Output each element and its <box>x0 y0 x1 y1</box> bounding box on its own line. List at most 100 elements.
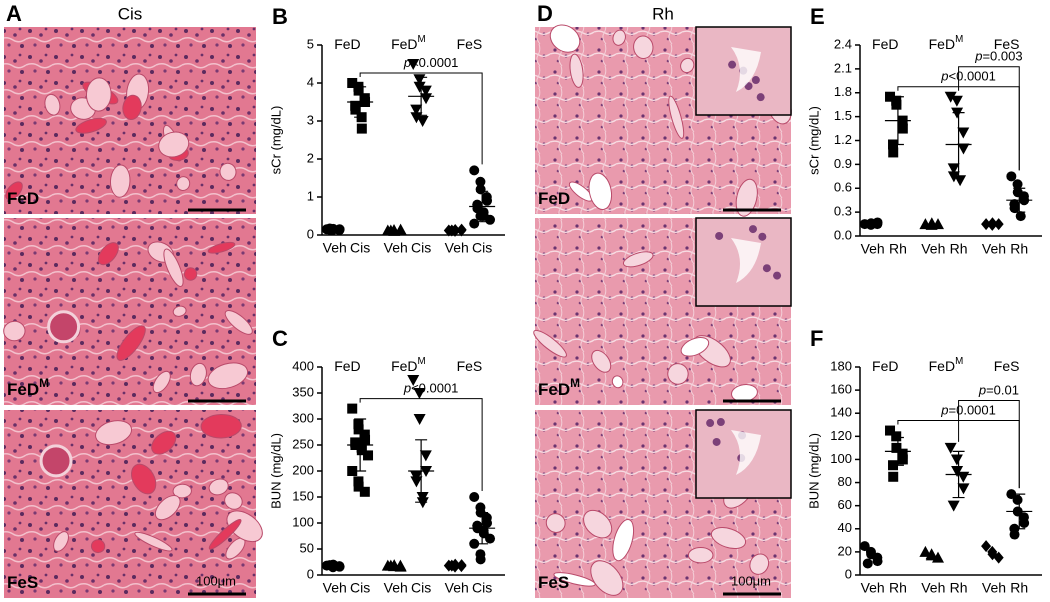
data-point <box>353 85 364 96</box>
scale-bar-label: 100μm <box>196 573 236 588</box>
data-point <box>932 218 945 230</box>
tissue-structure <box>588 172 613 211</box>
image-label: FeDM <box>538 376 580 399</box>
group-label-main: FeD <box>391 36 417 52</box>
data-point <box>891 431 902 442</box>
group-label-main: FeD <box>929 36 955 52</box>
y-tick-label: 400 <box>292 358 314 373</box>
data-point <box>485 214 496 225</box>
y-tick-label: 0.0 <box>834 227 852 242</box>
data-point <box>456 223 467 236</box>
tissue-structure <box>611 375 624 389</box>
p-value: p=0.0001 <box>940 403 996 418</box>
image-label: FeDM <box>7 376 49 399</box>
data-point <box>888 471 899 482</box>
tissue-structure <box>97 242 119 266</box>
tissue-structure <box>591 349 612 373</box>
tissue-structure <box>219 162 237 181</box>
tissue-structure <box>668 95 685 139</box>
data-point <box>353 476 364 487</box>
tissue-structure <box>224 492 243 510</box>
y-tick-label: 120 <box>830 428 852 443</box>
tissue-structure <box>109 164 131 198</box>
image-label-main: FeD <box>7 380 39 399</box>
data-point <box>384 224 397 236</box>
tissue-structure <box>710 527 747 549</box>
tissue-structure <box>749 553 770 575</box>
image-label-main: FeD <box>538 189 570 208</box>
y-tick-label: 2.1 <box>834 60 852 75</box>
data-point <box>891 442 902 453</box>
group-label-main: FeD <box>872 36 898 52</box>
tissue-structure <box>549 24 581 53</box>
data-point <box>469 492 480 502</box>
y-tick-label: 3 <box>307 112 314 127</box>
scale-bar-label: 100μm <box>731 573 771 588</box>
tissue-structure <box>208 519 242 550</box>
data-point <box>394 560 407 572</box>
y-tick-label: 0 <box>845 566 852 581</box>
x-tick-label: Rh <box>1010 241 1028 257</box>
data-point <box>360 434 371 445</box>
significance-bracket <box>359 72 483 165</box>
data-point <box>407 59 420 70</box>
y-axis-label: BUN (mg/dL) <box>268 433 283 509</box>
y-tick-label: 1.2 <box>834 132 852 147</box>
tissue-structure <box>612 29 626 46</box>
data-point <box>456 559 467 572</box>
data-point <box>407 375 420 386</box>
inset-nucleus <box>706 419 715 428</box>
y-axis-label: sCr (mg/dL) <box>806 106 821 175</box>
tissue-structure <box>116 325 146 361</box>
image-label: FeS <box>538 573 569 592</box>
inset-lumen <box>731 47 761 92</box>
p-value: p<0.0001 <box>403 55 459 70</box>
inset-nucleus <box>758 232 767 241</box>
group-label-main: FeS <box>457 358 483 374</box>
image-label-sup: M <box>39 376 49 390</box>
panel-letter: D <box>537 1 553 26</box>
tissue-structure <box>134 531 173 552</box>
image-title: Cis <box>118 4 143 23</box>
tissue-structure <box>590 560 624 596</box>
tissue-structure <box>545 513 566 533</box>
y-tick-label: 100 <box>292 514 314 529</box>
y-axis-label: BUN (mg/dL) <box>806 433 821 509</box>
inset-nucleus <box>773 271 782 280</box>
tissue-structure <box>207 241 236 254</box>
data-point <box>981 218 992 231</box>
tissue-structure <box>95 420 133 446</box>
significance-bracket <box>958 400 1020 489</box>
glomerulus <box>47 310 81 344</box>
data-point <box>413 388 426 399</box>
y-tick-label: 100 <box>830 451 852 466</box>
error-bar <box>354 418 367 472</box>
data-point <box>419 450 432 462</box>
tissue-structure <box>667 363 689 385</box>
error-bar <box>476 190 489 223</box>
group-label-sup: M <box>418 34 426 45</box>
group-label: FeS <box>457 358 483 374</box>
data-point <box>951 466 964 477</box>
significance-bracket <box>958 66 1020 171</box>
error-bar <box>952 450 965 499</box>
group-label-main: FeS <box>994 36 1020 52</box>
x-tick-label: Veh <box>921 241 945 257</box>
histology-image <box>4 410 256 598</box>
image-label-sup: M <box>570 376 580 390</box>
group-label-main: FeD <box>872 358 898 374</box>
y-tick-label: 0.6 <box>834 180 852 195</box>
y-tick-label: 1.8 <box>834 84 852 99</box>
tissue-structure <box>680 57 695 74</box>
data-point <box>947 500 960 512</box>
tissue-structure <box>3 320 26 342</box>
tissue-structure <box>176 176 191 192</box>
data-point <box>950 454 963 466</box>
error-bar <box>891 436 904 466</box>
tissue-structure <box>163 248 184 287</box>
tissue-structure <box>158 131 190 158</box>
tissue-structure <box>735 178 758 217</box>
glomerulus <box>39 444 73 478</box>
y-tick-label: 1.5 <box>834 108 852 123</box>
data-point <box>353 419 364 430</box>
